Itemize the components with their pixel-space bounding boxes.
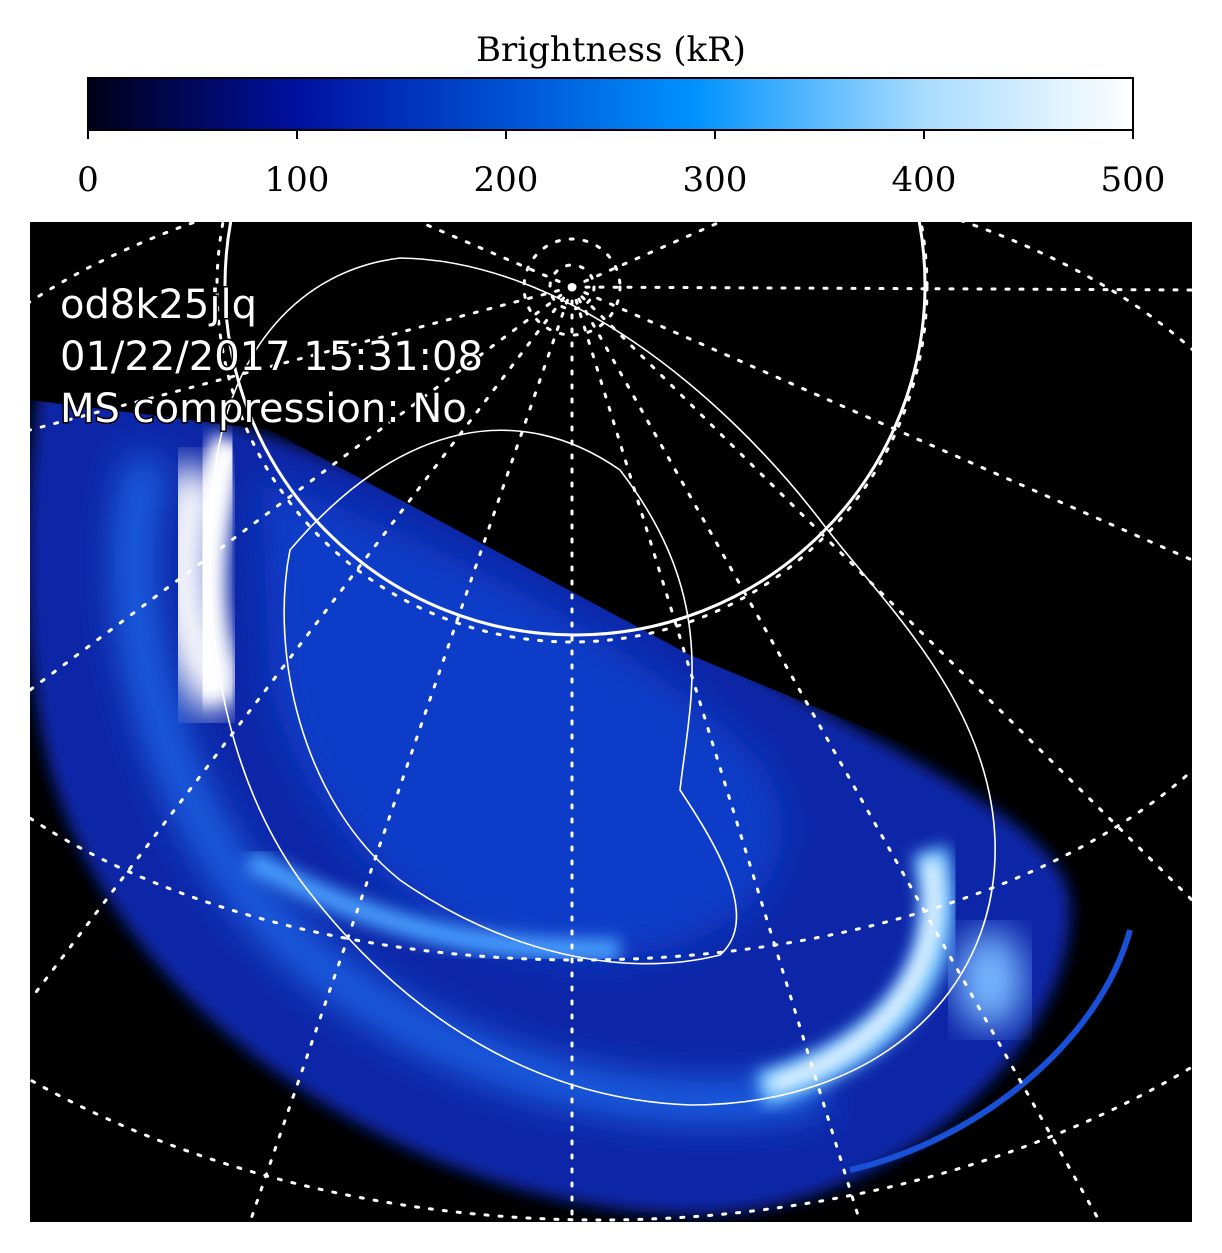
aurora-image — [30, 222, 1192, 1222]
annotation: MS compression: No — [60, 386, 467, 432]
colorbar-ticks: 0 100 200 300 400 500 — [77, 130, 1165, 200]
tick-label: 0 — [77, 160, 99, 200]
colorbar-label: Brightness (kR) — [476, 30, 746, 70]
tick-label: 300 — [683, 160, 748, 200]
tick-label: 400 — [892, 160, 957, 200]
annotation: od8k25jlq — [60, 282, 257, 328]
tick-label: 100 — [265, 160, 330, 200]
annotation: 01/22/2017 15:31:08 — [60, 334, 483, 380]
tick-label: 500 — [1101, 160, 1166, 200]
tick-label: 200 — [474, 160, 539, 200]
colorbar — [87, 77, 1134, 131]
